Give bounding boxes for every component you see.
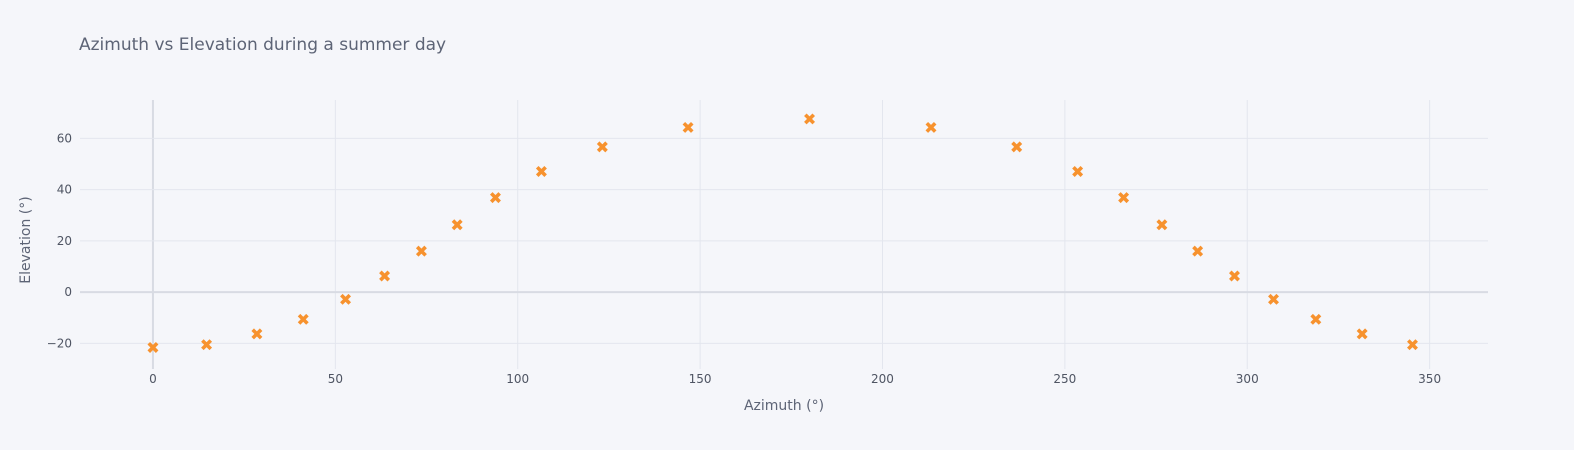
data-point-marker (1118, 192, 1130, 204)
x-tick-label: 0 (149, 372, 157, 386)
y-tick-label: −20 (47, 336, 72, 350)
tick-labels: 0 50 100 150 200 250 300 350 −20 0 20 40 60 (47, 131, 1441, 386)
data-point-marker (1268, 293, 1279, 305)
data-point-marker (415, 245, 427, 257)
data-point-marker (1192, 245, 1204, 257)
x-tick-label: 100 (506, 372, 529, 386)
y-tick-label: 0 (64, 285, 72, 299)
data-points (147, 113, 1418, 353)
y-tick-label: 40 (57, 183, 72, 197)
y-tick-label: 60 (57, 131, 72, 145)
x-tick-label: 150 (689, 372, 712, 386)
data-point-marker (682, 121, 694, 133)
chart-title: Azimuth vs Elevation during a summer day (79, 35, 446, 55)
x-tick-label: 350 (1418, 372, 1441, 386)
data-point-marker (251, 328, 263, 340)
data-point-marker (1072, 166, 1084, 177)
x-tick-label: 200 (871, 372, 894, 386)
data-point-marker (489, 192, 501, 204)
data-point-marker (1156, 219, 1168, 231)
data-point-marker (804, 113, 816, 125)
data-point-marker (596, 141, 608, 153)
grid-lines (80, 100, 1488, 369)
data-point-marker (451, 219, 463, 231)
data-point-marker (1229, 270, 1240, 282)
x-tick-label: 250 (1053, 372, 1076, 386)
data-point-marker (340, 293, 352, 305)
x-axis-title: Azimuth (°) (744, 398, 824, 414)
data-point-marker (1310, 313, 1322, 325)
data-point-marker (1011, 141, 1023, 153)
data-point-marker (147, 342, 159, 353)
data-point-marker (297, 313, 309, 325)
data-point-marker (925, 121, 937, 133)
y-axis-title: Elevation (°) (18, 196, 34, 283)
x-tick-label: 50 (328, 372, 343, 386)
data-point-marker (1407, 339, 1418, 351)
data-point-marker (535, 166, 547, 177)
data-point-marker (1356, 328, 1368, 340)
y-tick-label: 20 (57, 234, 72, 248)
data-point-marker (379, 270, 391, 282)
x-tick-label: 300 (1236, 372, 1259, 386)
data-point-marker (201, 339, 213, 351)
